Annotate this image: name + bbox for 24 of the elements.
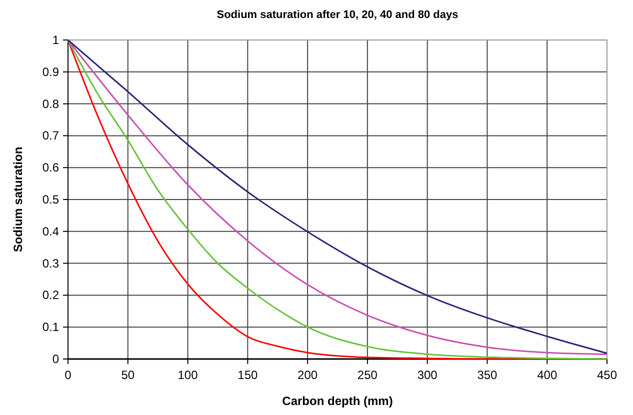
chart-title: Sodium saturation after 10, 20, 40 and 80 days: [216, 9, 458, 21]
y-tick-label: 0.5: [42, 192, 60, 206]
y-tick-label: 0.2: [42, 288, 60, 302]
y-tick-label: 0: [52, 352, 60, 366]
x-tick-label: 350: [477, 368, 498, 382]
y-tick-label: 0.9: [42, 64, 60, 79]
x-tick-label: 150: [238, 368, 258, 382]
x-tick-label: 300: [417, 368, 438, 382]
x-tick-label: 200: [298, 368, 318, 382]
y-axis-title: Sodium saturation: [11, 146, 25, 252]
y-tick-label: 0.4: [42, 224, 60, 238]
y-tick-label: 0.3: [42, 256, 60, 270]
x-tick-label: 450: [596, 368, 618, 382]
y-tick-label: 0.1: [42, 320, 60, 334]
x-axis-title: Carbon depth (mm): [282, 394, 393, 408]
x-tick-label: 0: [64, 368, 72, 382]
y-tick-label: 0.8: [42, 96, 60, 111]
x-tick-label: 250: [357, 368, 378, 382]
x-tick-label: 50: [121, 368, 135, 382]
y-tick-label: 1: [52, 33, 60, 47]
x-tick-label: 400: [537, 368, 558, 382]
y-tick-label: 0.6: [42, 160, 60, 175]
x-tick-label: 100: [178, 368, 198, 382]
y-tick-label: 0.7: [42, 128, 60, 143]
